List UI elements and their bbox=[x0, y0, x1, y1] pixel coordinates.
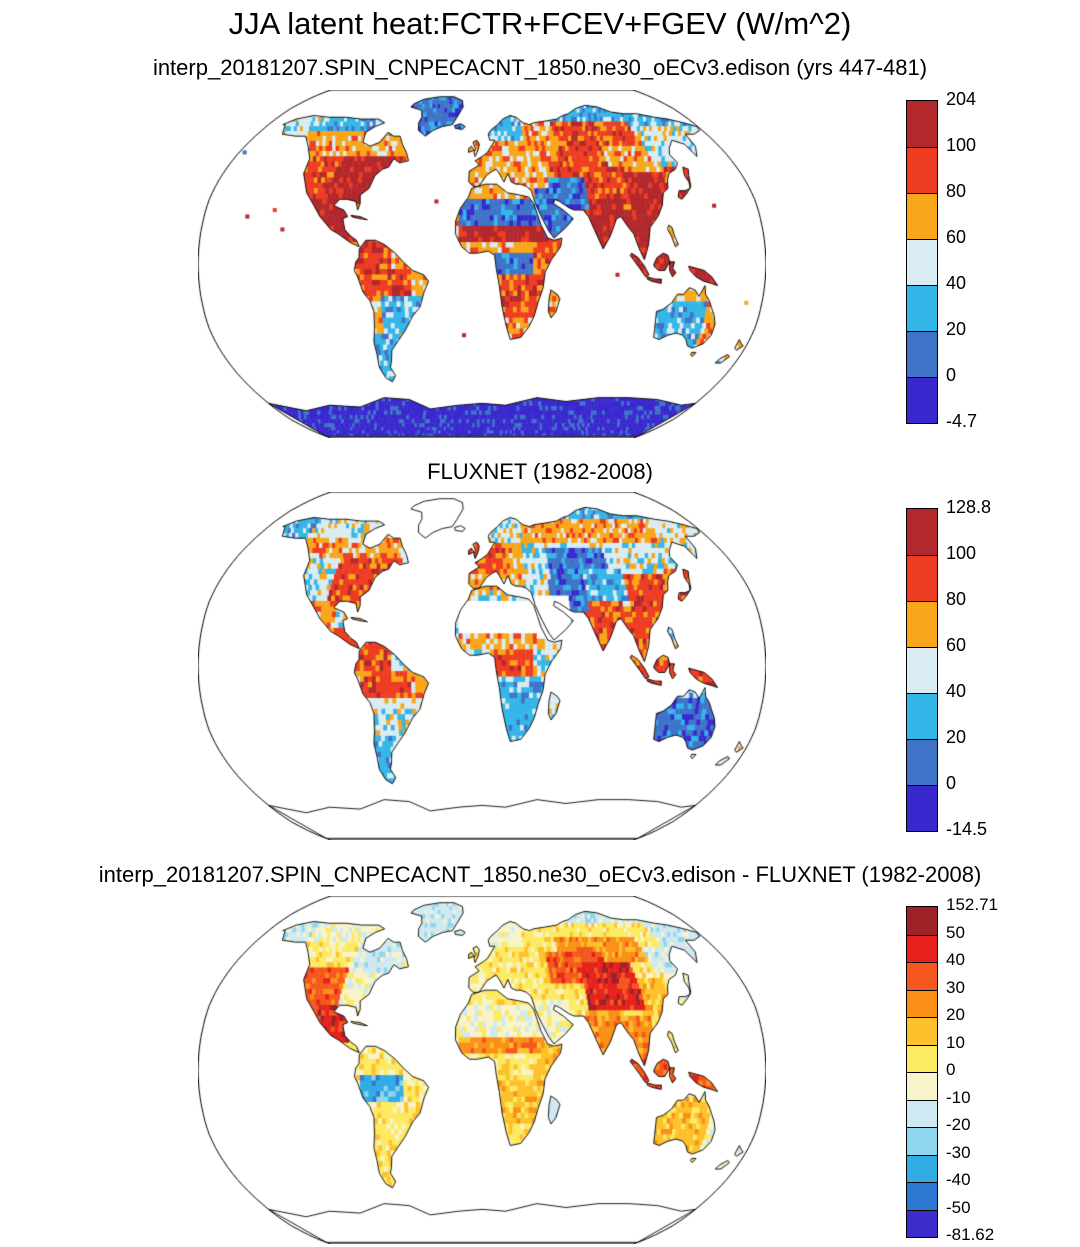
colorbar-label: 80 bbox=[946, 180, 967, 201]
colorbar-label: 128.8 bbox=[946, 496, 992, 517]
colorbar-segment bbox=[907, 147, 937, 193]
map-obs bbox=[198, 492, 766, 840]
colorbar-label: -50 bbox=[946, 1197, 971, 1217]
colorbar-segment bbox=[907, 1127, 937, 1155]
colorbar-label: -20 bbox=[946, 1115, 971, 1135]
colorbar-bar bbox=[906, 508, 938, 832]
colorbar-bar bbox=[906, 906, 938, 1238]
colorbar-label: 40 bbox=[946, 680, 967, 701]
colorbar-label: 50 bbox=[946, 922, 965, 942]
colorbar-label: -14.5 bbox=[946, 818, 988, 839]
colorbar-segment bbox=[907, 555, 937, 601]
colorbar-label: 0 bbox=[946, 364, 957, 385]
colorbar-segment bbox=[907, 509, 937, 555]
colorbar-segment bbox=[907, 989, 937, 1017]
colorbar-label: 10 bbox=[946, 1032, 965, 1052]
colorbar-segment bbox=[907, 1099, 937, 1127]
colorbar-label: -81.62 bbox=[946, 1225, 995, 1245]
colorbar-label: 204 bbox=[946, 88, 977, 109]
colorbar-label: 0 bbox=[946, 1060, 956, 1080]
colorbar-label: 152.71 bbox=[946, 895, 998, 915]
colorbar-segment bbox=[907, 1017, 937, 1045]
colorbar-label: 40 bbox=[946, 950, 965, 970]
colorbar-segment bbox=[907, 1044, 937, 1072]
colorbar-segment bbox=[907, 377, 937, 423]
colorbar-label: 100 bbox=[946, 134, 977, 155]
colorbar-label: -4.7 bbox=[946, 410, 978, 431]
colorbar-segment bbox=[907, 1182, 937, 1210]
figure-title: JJA latent heat:FCTR+FCEV+FGEV (W/m^2) bbox=[228, 6, 852, 41]
colorbar-label: 60 bbox=[946, 226, 967, 247]
colorbar-label: 20 bbox=[946, 726, 967, 747]
colorbar-label: 0 bbox=[946, 772, 957, 793]
colorbar-segment bbox=[907, 239, 937, 285]
colorbar-label: 80 bbox=[946, 588, 967, 609]
panel-title-model: interp_20181207.SPIN_CNPECACNT_1850.ne30… bbox=[152, 55, 928, 80]
colorbar-segment bbox=[907, 331, 937, 377]
colorbar-label: -30 bbox=[946, 1142, 971, 1162]
colorbar-label: 40 bbox=[946, 272, 967, 293]
colorbar-segment bbox=[907, 101, 937, 147]
map-model bbox=[198, 90, 766, 438]
colorbar-label: -40 bbox=[946, 1170, 971, 1190]
colorbar-bar bbox=[906, 100, 938, 424]
colorbar-label: 30 bbox=[946, 977, 965, 997]
panel-title-diff: interp_20181207.SPIN_CNPECACNT_1850.ne30… bbox=[98, 862, 982, 887]
colorbar-segment bbox=[907, 285, 937, 331]
colorbar-segment bbox=[907, 647, 937, 693]
colorbar-segment bbox=[907, 693, 937, 739]
colorbar-segment bbox=[907, 962, 937, 990]
colorbar-segment bbox=[907, 739, 937, 785]
map-diff bbox=[198, 896, 766, 1244]
colorbar-segment bbox=[907, 601, 937, 647]
colorbar-label: 20 bbox=[946, 318, 967, 339]
colorbar-segment bbox=[907, 785, 937, 831]
colorbar-segment bbox=[907, 193, 937, 239]
colorbar-segment bbox=[907, 1209, 937, 1237]
colorbar-label: 100 bbox=[946, 542, 977, 563]
colorbar-segment bbox=[907, 907, 937, 935]
colorbar-segment bbox=[907, 934, 937, 962]
colorbar-segment bbox=[907, 1154, 937, 1182]
colorbar-label: 20 bbox=[946, 1005, 965, 1025]
panel-title-obs: FLUXNET (1982-2008) bbox=[427, 459, 653, 484]
colorbar-label: -10 bbox=[946, 1087, 971, 1107]
colorbar-segment bbox=[907, 1072, 937, 1100]
colorbar-label: 60 bbox=[946, 634, 967, 655]
